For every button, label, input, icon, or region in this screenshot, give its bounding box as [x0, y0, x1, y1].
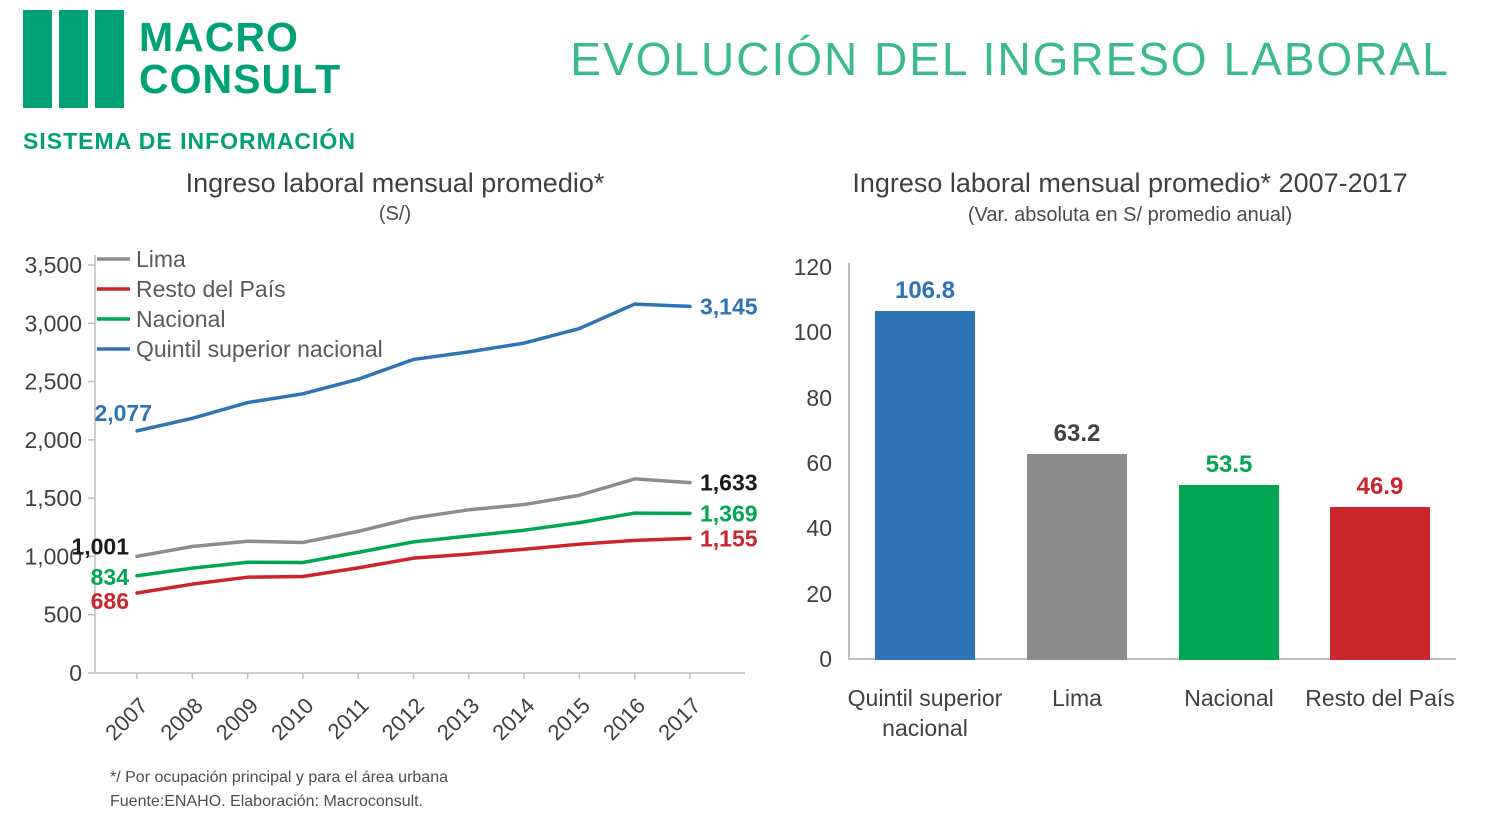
series-line-resto-del-pa-s [135, 536, 692, 595]
first-value-label: 2,077 [94, 400, 152, 426]
y-tick-label: 1,000 [24, 543, 82, 569]
bar-chart-canvas: 0 20 40 60 80 100 120 106.8 Quintil superior nac… [780, 245, 1495, 820]
bar-category-label: Nacional [1184, 685, 1274, 711]
bar-value-label: 63.2 [1053, 419, 1101, 447]
bar-category-label: Quintil superior nacional [847, 685, 1003, 742]
y-tick-label: 1,500 [24, 485, 82, 511]
bar-axis-tick-label: 0 [819, 646, 832, 672]
bar-value-label: 53.5 [1205, 451, 1253, 479]
system-label: SISTEMA DE INFORMACIÓN [23, 128, 356, 154]
macroconsult-logo: MACRO CONSULT [23, 10, 341, 108]
logo-bars-icon [23, 10, 124, 108]
logo-bar [23, 10, 52, 108]
last-value-label: 1,369 [700, 500, 758, 526]
x-tick-label: 2012 [377, 693, 429, 745]
logo-bar [95, 10, 124, 108]
first-value-label: 1,001 [71, 533, 129, 559]
y-tick-label: 2,500 [24, 369, 82, 395]
bar-value-label: 106.8 [894, 277, 956, 305]
x-tick-label: 2014 [487, 693, 539, 745]
y-tick-label: 3,500 [24, 252, 82, 278]
bar-axis-tick-label: 120 [793, 254, 832, 280]
bar-axis-tick-label: 60 [806, 450, 832, 476]
bar-category-label: Resto del País [1305, 685, 1455, 711]
bar-axis-tick-label: 40 [806, 515, 832, 542]
bar-chart-subtitle: (Var. absoluta en S/ promedio anual) [967, 204, 1293, 226]
x-tick-label: 2013 [432, 693, 484, 745]
bar [1179, 485, 1279, 660]
x-tick-label: 2008 [156, 693, 208, 745]
first-value-label: 834 [91, 564, 130, 590]
series-line-lima [135, 477, 692, 559]
y-tick-label: 0 [69, 660, 82, 686]
series-line-quintil-superior-nacional [135, 302, 692, 433]
x-tick-label: 2016 [598, 693, 650, 745]
x-tick-label: 2007 [100, 693, 152, 745]
page-title: EVOLUCIÓN DEL INGRESO LABORAL [570, 33, 1450, 85]
y-tick-label: 500 [44, 602, 82, 628]
bar [1330, 506, 1430, 660]
x-tick-label: 2011 [323, 693, 374, 744]
last-value-label: 1,155 [700, 525, 758, 551]
bar-axis-tick-label: 80 [806, 384, 832, 411]
bar-chart-title: Ingreso laboral mensual promedio* 2007-2… [852, 168, 1408, 198]
logo-word-consult: CONSULT [139, 56, 342, 102]
x-tick-label: 2015 [543, 693, 595, 745]
line-chart-subtitle: (S/) [378, 203, 412, 225]
logo-bar [59, 10, 88, 108]
legend-label: Nacional [136, 306, 226, 332]
y-tick-label: 3,000 [24, 310, 82, 336]
last-value-label: 1,633 [700, 470, 758, 496]
legend-label: Resto del País [136, 276, 286, 302]
last-value-label: 3,145 [700, 293, 758, 319]
legend-label: Quintil superior nacional [136, 336, 383, 362]
legend-label: Lima [136, 246, 186, 272]
x-tick-label: 2009 [211, 693, 263, 745]
footnotes: */ Por ocupación principal y para el áre… [110, 766, 448, 814]
bar [1027, 453, 1127, 660]
bar-axis-tick-label: 20 [806, 580, 832, 607]
x-tick-label: 2017 [653, 693, 705, 745]
first-value-label: 686 [91, 588, 129, 614]
series-line-nacional [135, 511, 692, 578]
bar-category-label: Lima [1052, 685, 1102, 711]
y-tick-label: 2,000 [24, 427, 82, 453]
bar-axis-tick-label: 100 [793, 319, 832, 346]
logo-word-macro: MACRO [139, 14, 299, 61]
footnote-1: */ Por ocupación principal y para el áre… [110, 769, 448, 786]
x-tick-label: 2010 [266, 693, 318, 745]
line-chart-title: Ingreso laboral mensual promedio* [185, 168, 605, 198]
bar-value-label: 46.9 [1356, 472, 1404, 500]
bar-chart-axes [848, 263, 1456, 660]
bar [875, 311, 975, 660]
footnote-2: Fuente:ENAHO. Elaboración: Macroconsult. [110, 793, 424, 810]
logo-text: MACRO CONSULT [139, 10, 341, 108]
